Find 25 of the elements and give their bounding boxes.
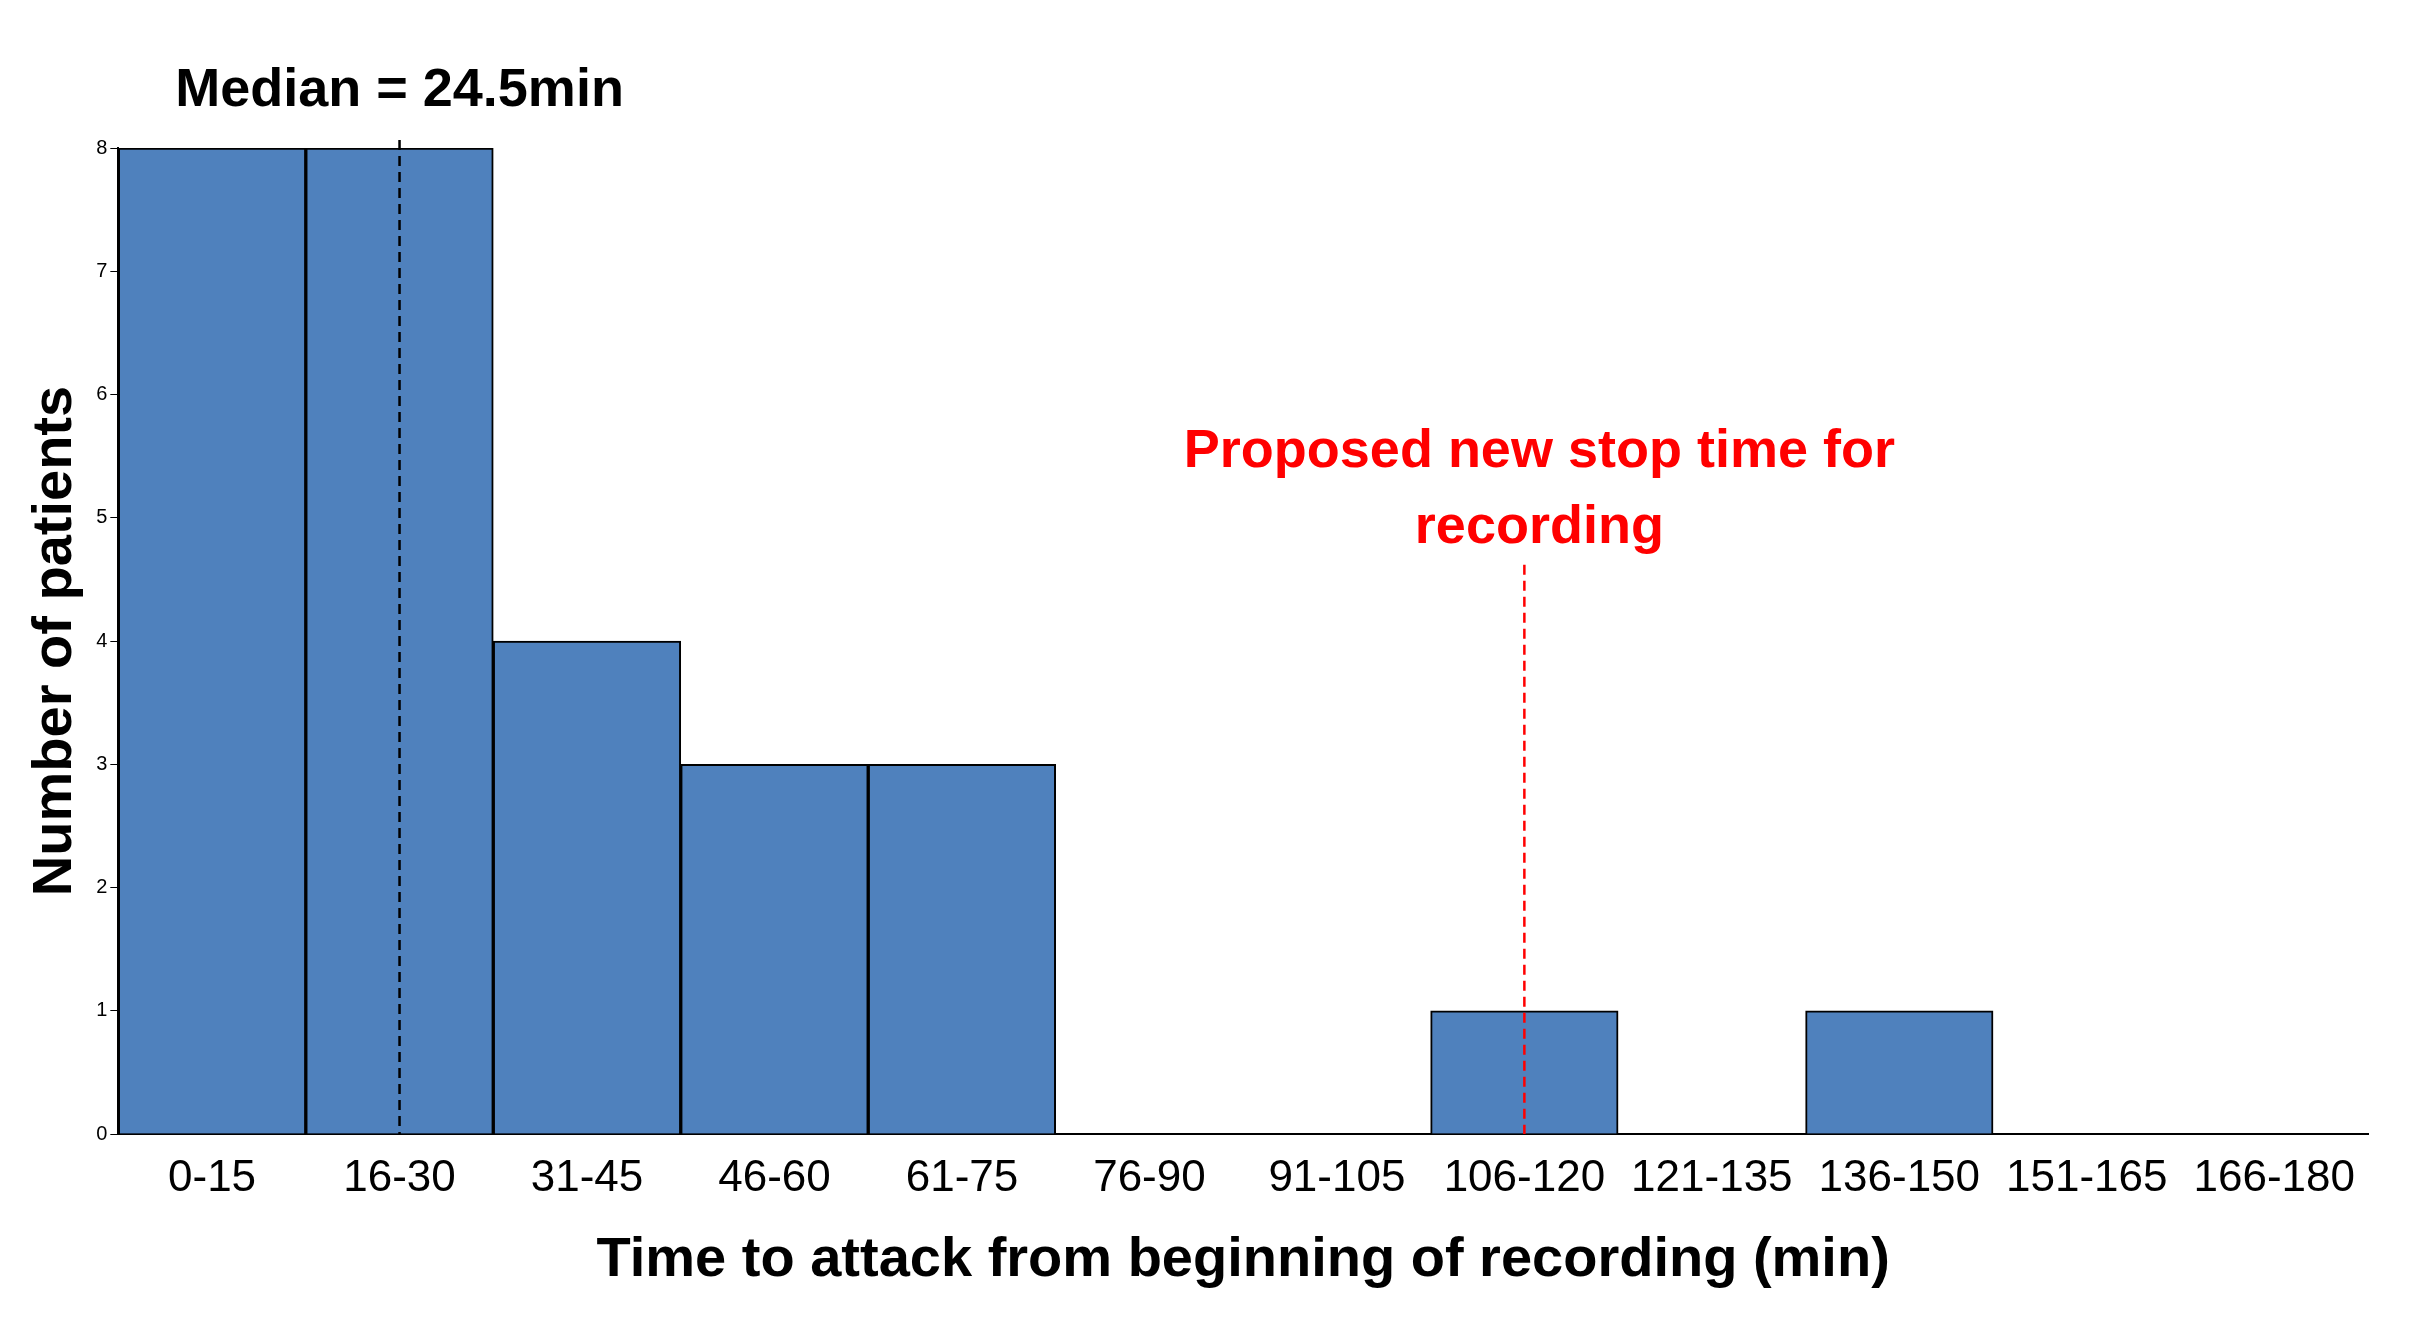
- y-tick-label: 6: [96, 382, 108, 405]
- y-tick-label: 4: [96, 628, 108, 651]
- y-axis-title: Number of patients: [20, 385, 84, 897]
- x-tick-label: 106-120: [1443, 1150, 1606, 1200]
- y-tick-label: 3: [96, 751, 108, 774]
- x-axis-title: Time to attack from beginning of recording (min): [596, 1224, 1890, 1288]
- y-tick-label: 8: [96, 135, 108, 158]
- x-tick-label: 121-135: [1631, 1150, 1793, 1200]
- ref-line-label: Proposed new stop time for recording: [1183, 417, 1895, 554]
- x-tick-label: 76-90: [1093, 1150, 1206, 1200]
- y-tick-label: 1: [96, 998, 108, 1021]
- y-tick-label: 0: [96, 1121, 108, 1144]
- x-tick-label: 136-150: [1818, 1150, 1981, 1200]
- x-tick-label: 31-45: [530, 1150, 644, 1200]
- ref-line-label: Median = 24.5min: [175, 56, 624, 117]
- x-tick-label: 0-15: [168, 1150, 257, 1200]
- x-tick-label: 16-30: [343, 1150, 456, 1200]
- y-tick-label: 7: [96, 258, 108, 281]
- x-tick-label: 91-105: [1268, 1150, 1406, 1200]
- y-tick-label: 2: [96, 875, 108, 898]
- x-tick-label: 61-75: [905, 1150, 1019, 1200]
- x-tick-label: 151-165: [2006, 1150, 2168, 1200]
- x-tick-label: 166-180: [2193, 1150, 2356, 1200]
- y-tick-label: 5: [96, 505, 108, 528]
- x-tick-label: 46-60: [718, 1150, 831, 1200]
